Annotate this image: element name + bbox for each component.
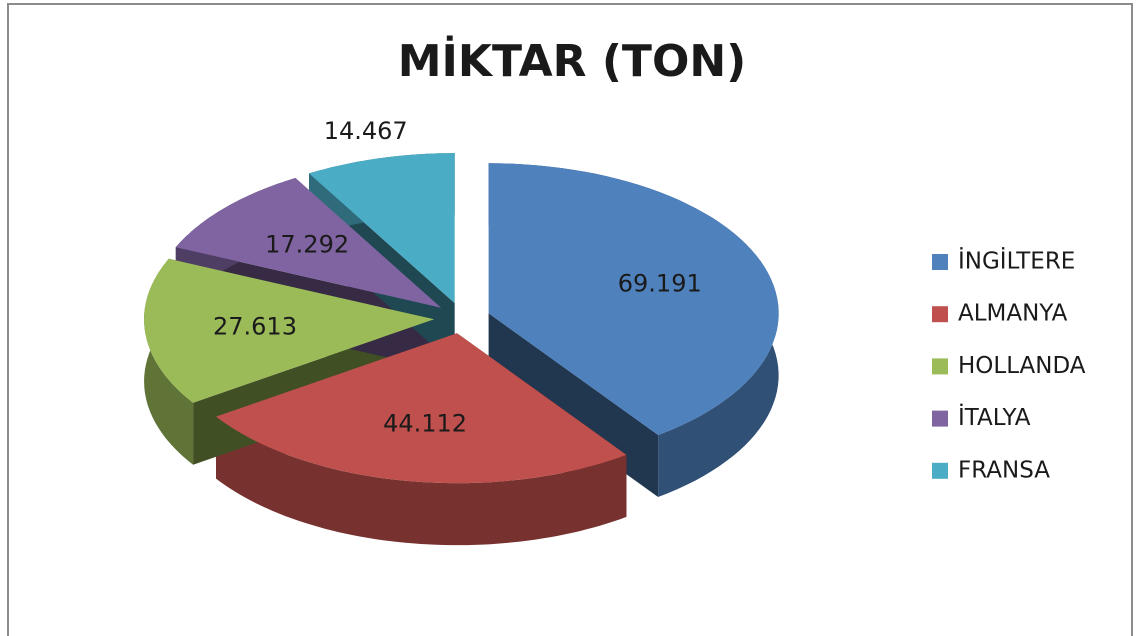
data-label: 14.467 [324, 117, 408, 145]
legend-swatch [932, 410, 948, 427]
legend-swatch [932, 462, 948, 479]
data-label: 69.191 [618, 270, 702, 298]
legend-label: ALMANYA [958, 301, 1068, 327]
legend-swatch [932, 306, 948, 323]
chart-title: MİKTAR (TON) [398, 34, 747, 87]
data-label: 17.292 [265, 231, 349, 259]
legend-label: HOLLANDA [958, 353, 1086, 379]
legend-swatch [932, 254, 948, 270]
legend-label: İTALYA [958, 403, 1031, 431]
slice-top [216, 333, 627, 484]
legend-swatch [932, 358, 948, 375]
slice-top [488, 163, 779, 436]
slice-outer-wall [216, 416, 627, 546]
slice-top [175, 178, 442, 308]
data-label: 27.613 [213, 312, 297, 340]
data-label: 44.112 [383, 410, 467, 438]
slice-top [309, 153, 455, 304]
legend-label: İNGİLTERE [958, 247, 1075, 275]
legend-label: FRANSA [958, 457, 1050, 483]
slice-top [144, 258, 435, 403]
